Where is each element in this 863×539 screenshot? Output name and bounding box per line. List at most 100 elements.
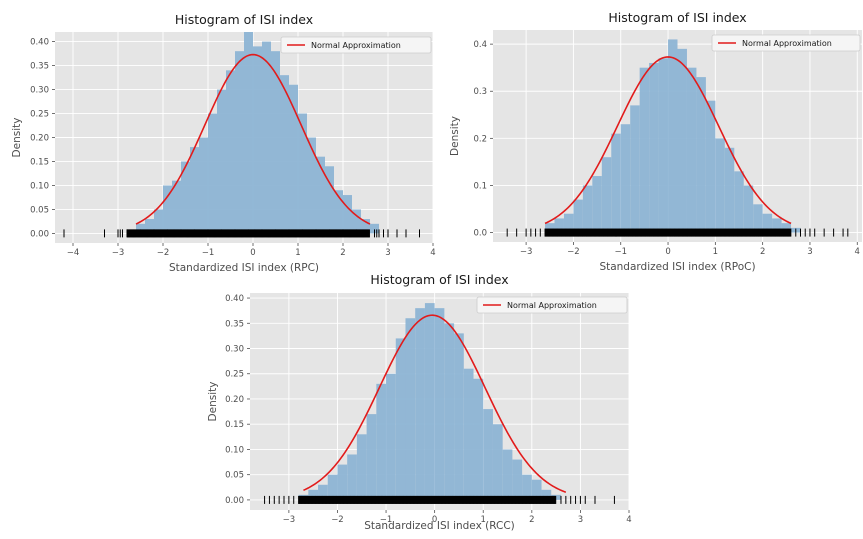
histogram-bar (668, 39, 678, 233)
y-tick-label: 0.0 (473, 229, 487, 239)
legend-box (476, 296, 628, 314)
x-tick-label: −3 (112, 248, 125, 258)
chart-title: Histogram of ISI index (608, 10, 746, 25)
x-axis-label: Standardized ISI index (RCC) (364, 520, 515, 532)
y-tick-label: 0.1 (473, 181, 487, 191)
x-tick-label: 1 (481, 515, 486, 525)
histogram-bar (639, 67, 650, 233)
histogram-bar (415, 308, 425, 500)
histogram-bar (649, 62, 659, 233)
histogram-bar (172, 180, 181, 234)
y-tick-label: 0.05 (225, 471, 244, 481)
x-tick-label: 2 (340, 248, 345, 258)
histogram-bar (573, 199, 583, 233)
histogram-bar (325, 166, 334, 234)
x-tick-label: 1 (713, 247, 718, 257)
histogram-bar (307, 137, 316, 234)
y-axis-label: Density (449, 116, 461, 156)
y-tick-label: 0.35 (225, 319, 244, 329)
histogram-bar (724, 147, 735, 233)
histogram-bar (762, 213, 773, 233)
histogram-bar (753, 204, 763, 233)
histogram-bar (630, 105, 640, 233)
histogram-bar (316, 156, 325, 234)
histogram-bar (531, 479, 542, 500)
x-tick-label: −1 (614, 247, 627, 257)
histogram-bar (444, 323, 455, 500)
histogram-bar (289, 84, 298, 234)
legend-label: Normal Approximation (311, 41, 401, 50)
histogram-bar (376, 383, 387, 500)
histogram-bar (163, 185, 172, 234)
y-tick-label: 0.15 (30, 157, 49, 167)
histogram-bar (318, 484, 328, 500)
histogram-bar (658, 58, 669, 233)
y-tick-label: 0.2 (473, 134, 487, 144)
y-tick-label: 0.30 (30, 86, 49, 96)
rug-plot (264, 495, 615, 504)
histogram-bar (136, 223, 145, 234)
legend: Normal Approximation (711, 34, 861, 52)
histogram-bar (592, 176, 602, 233)
x-tick-label: 1 (295, 248, 300, 258)
legend-box (711, 34, 861, 52)
y-tick-label: 0.00 (225, 496, 244, 506)
x-tick-label: −1 (380, 515, 393, 525)
histogram-bar (145, 219, 154, 234)
histogram-bar (395, 338, 406, 500)
histogram-bar (473, 378, 484, 500)
histogram-bar (582, 185, 593, 233)
histogram-bar (308, 489, 319, 500)
legend-box (280, 36, 432, 54)
histogram-bar (686, 67, 697, 233)
chart-rpoc-svg: −3 −2 −1 0 1 2 3 4 0.0 0.1 0.2 0.3 0.4 Histogram of I… (449, 10, 862, 273)
y-tick-label: 0.10 (225, 445, 244, 455)
x-axis-label: Standardized ISI index (RPC) (169, 262, 319, 274)
histogram-bar (601, 157, 612, 233)
histogram-bar (611, 133, 621, 233)
legend-label: Normal Approximation (507, 301, 597, 310)
x-tick-label: 4 (855, 247, 860, 257)
histogram-bar (217, 89, 226, 234)
histogram-bar (347, 454, 357, 500)
x-tick-label: −2 (331, 515, 344, 525)
y-tick-label: 0.10 (30, 181, 49, 191)
histogram-bar (434, 308, 445, 500)
x-tick-label: −2 (157, 248, 170, 258)
y-axis-label: Density (11, 118, 23, 158)
histogram-bar (545, 223, 555, 233)
histogram-bar (361, 219, 370, 234)
histogram-bar (244, 32, 253, 234)
x-tick-label: −4 (67, 248, 80, 258)
histogram-bar (334, 190, 343, 234)
y-tick-label: 0.40 (225, 294, 244, 304)
histogram-bar (492, 424, 503, 500)
histogram-bar (386, 373, 396, 500)
normal-curve (544, 56, 792, 225)
x-axis-label: Standardized ISI index (RPoC) (599, 261, 755, 273)
y-tick-label: 0.20 (225, 395, 244, 405)
x-tick-label: −3 (520, 247, 533, 257)
x-tick-label: −2 (567, 247, 580, 257)
x-tick-label: 2 (760, 247, 765, 257)
x-tick-label: 2 (529, 515, 534, 525)
histogram-bar (502, 449, 513, 500)
chart-title: Histogram of ISI index (175, 12, 313, 27)
histogram-bar (154, 209, 163, 234)
y-tick-label: 0.05 (30, 205, 49, 215)
chart-title: Histogram of ISI index (370, 272, 508, 287)
histogram-bar (620, 124, 631, 233)
histogram-bar (226, 70, 235, 234)
histogram-bar (327, 474, 338, 500)
histogram-bar (781, 223, 792, 233)
x-tick-label: 0 (665, 247, 670, 257)
histogram-bar (424, 303, 435, 500)
histogram-bar (352, 209, 361, 234)
x-tick-label: −1 (202, 248, 215, 258)
histogram-bar (463, 368, 474, 500)
normal-curve (135, 53, 371, 225)
histogram-bar (483, 409, 493, 500)
histogram-bar (772, 218, 782, 233)
y-tick-label: 0.00 (30, 229, 49, 239)
histogram-bar (522, 474, 532, 500)
